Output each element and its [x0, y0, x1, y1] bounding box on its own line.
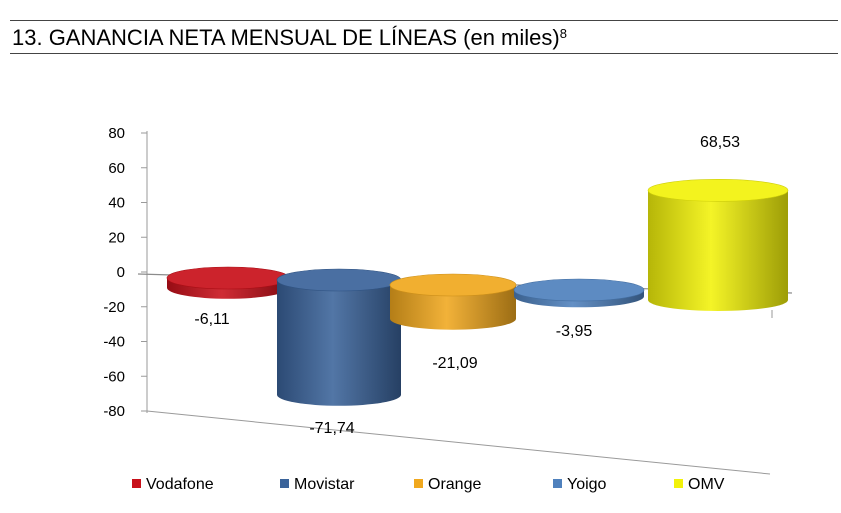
- bar-vodafone: [166, 266, 290, 299]
- data-label-vodafone: -6,11: [194, 311, 229, 328]
- y-tick-label: 40: [108, 195, 125, 212]
- chart-bars: [166, 179, 789, 406]
- legend-item-orange: Orange: [414, 476, 481, 493]
- header-rule-top: [10, 20, 838, 21]
- bar-cap: [166, 266, 290, 290]
- legend-label: Movistar: [294, 476, 355, 493]
- chart-legend: Vodafone Movistar Orange Yoigo OMV: [132, 476, 725, 493]
- data-label-orange: -21,09: [432, 355, 477, 372]
- legend-swatch: [553, 479, 562, 488]
- legend-swatch: [280, 479, 289, 488]
- legend-label: Vodafone: [146, 476, 214, 493]
- y-tick-label: 0: [117, 264, 125, 281]
- y-tick-label: 60: [108, 160, 125, 177]
- bar-orange: [389, 273, 517, 330]
- footnote-marker: 8: [559, 26, 567, 41]
- y-tick-label: 20: [108, 229, 125, 246]
- bar-movistar: [276, 268, 402, 406]
- bar-cap: [513, 278, 645, 302]
- data-label-omv: 68,53: [700, 134, 740, 151]
- y-tick-label: -80: [103, 403, 125, 420]
- bar-cap: [389, 273, 517, 297]
- legend-swatch: [674, 479, 683, 488]
- legend-label: OMV: [688, 476, 725, 493]
- data-label-yoigo: -3,95: [556, 323, 593, 340]
- bar-yoigo: [513, 278, 645, 308]
- y-tick-label: -20: [103, 299, 125, 316]
- legend-item-movistar: Movistar: [280, 476, 355, 493]
- page-title-text: 13. GANANCIA NETA MENSUAL DE LÍNEAS (en …: [12, 25, 560, 50]
- page-title: 13. GANANCIA NETA MENSUAL DE LÍNEAS (en …: [12, 24, 567, 52]
- bar-body: [390, 285, 516, 330]
- legend-item-omv: OMV: [674, 476, 725, 493]
- bar-body: [648, 190, 788, 311]
- floor-line: [146, 410, 771, 475]
- y-axis-ticks: 80 60 40 20 0 -20 -40 -60 -80: [103, 125, 147, 420]
- data-label-movistar: -71,74: [309, 420, 354, 437]
- y-tick-label: -60: [103, 368, 125, 385]
- legend-label: Orange: [428, 476, 481, 493]
- legend-swatch: [132, 479, 141, 488]
- bar-cap: [276, 268, 402, 292]
- legend-item-yoigo: Yoigo: [553, 476, 607, 493]
- bar-body: [277, 280, 401, 406]
- y-tick-label: -40: [103, 334, 125, 351]
- y-tick-label: 80: [108, 125, 125, 142]
- data-labels: -6,11 -71,74 -21,09 -3,95 68,53: [194, 134, 740, 437]
- legend-swatch: [414, 479, 423, 488]
- bar-cap: [647, 179, 789, 202]
- legend-label: Yoigo: [567, 476, 607, 493]
- legend-item-vodafone: Vodafone: [132, 476, 214, 493]
- header-rule-bottom: [10, 53, 838, 54]
- bar-omv: [647, 179, 789, 311]
